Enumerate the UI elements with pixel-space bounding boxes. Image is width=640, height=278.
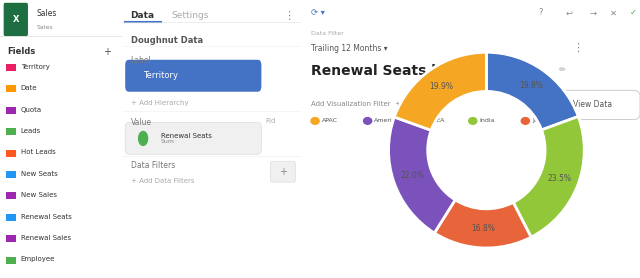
Text: Date: Date — [20, 85, 37, 91]
Text: ⟳ ▾: ⟳ ▾ — [311, 8, 325, 17]
Circle shape — [468, 118, 477, 124]
Text: Renewal Seats: Renewal Seats — [161, 133, 212, 139]
Text: Trailing 12 Months ▾: Trailing 12 Months ▾ — [311, 44, 388, 53]
Text: 16.8%: 16.8% — [471, 224, 495, 233]
Text: 23.5%: 23.5% — [547, 174, 572, 183]
Text: ↩: ↩ — [565, 8, 572, 17]
Text: Value: Value — [131, 118, 152, 127]
Wedge shape — [388, 117, 455, 233]
Text: Data: Data — [131, 11, 155, 20]
Text: Fld: Fld — [265, 118, 275, 124]
Text: Data Filters: Data Filters — [131, 161, 175, 170]
Text: New Seats: New Seats — [20, 171, 58, 177]
Text: Renewal Seats by Territory: Renewal Seats by Territory — [311, 64, 523, 78]
Text: 19.9%: 19.9% — [429, 81, 453, 91]
Text: Sum: Sum — [161, 139, 175, 144]
Text: Add Visualization Filter  +: Add Visualization Filter + — [311, 101, 401, 108]
Bar — [6, 64, 16, 71]
Text: Settings: Settings — [172, 11, 209, 20]
Text: ⋮: ⋮ — [283, 11, 294, 21]
Text: Japan: Japan — [532, 118, 550, 123]
FancyBboxPatch shape — [545, 90, 640, 120]
Bar — [6, 235, 16, 242]
Text: ?: ? — [538, 8, 543, 17]
Text: →: → — [589, 8, 596, 17]
FancyBboxPatch shape — [125, 122, 261, 154]
Text: Leads: Leads — [20, 128, 41, 134]
Circle shape — [311, 118, 319, 124]
Text: ✓: ✓ — [630, 8, 637, 17]
Text: Fields: Fields — [7, 47, 36, 56]
Bar — [6, 171, 16, 178]
Bar — [6, 192, 16, 199]
Text: New Sales: New Sales — [20, 192, 57, 198]
Text: Doughnut Data: Doughnut Data — [131, 36, 203, 45]
Text: ✏: ✏ — [559, 64, 566, 73]
Text: India: India — [479, 118, 495, 123]
Bar — [6, 85, 16, 92]
Text: + Add Hierarchy: + Add Hierarchy — [131, 100, 188, 106]
Wedge shape — [486, 52, 579, 130]
Wedge shape — [513, 116, 584, 237]
FancyBboxPatch shape — [125, 60, 261, 92]
FancyBboxPatch shape — [4, 3, 28, 36]
Text: +: + — [279, 167, 287, 177]
Text: Territory: Territory — [20, 64, 49, 70]
Circle shape — [139, 131, 148, 145]
Text: EMEA: EMEA — [427, 118, 444, 123]
Circle shape — [522, 118, 529, 124]
Text: +: + — [104, 47, 111, 57]
Text: Renewal Sales: Renewal Sales — [20, 235, 71, 241]
Text: + Add Data Filters: + Add Data Filters — [131, 178, 194, 184]
Text: Quota: Quota — [20, 106, 42, 113]
Bar — [6, 257, 16, 264]
Text: Hot Leads: Hot Leads — [20, 149, 56, 155]
Text: Sales: Sales — [36, 9, 57, 18]
Bar — [6, 150, 16, 157]
Circle shape — [416, 118, 424, 124]
Text: Territory: Territory — [143, 71, 178, 80]
Text: 19.8%: 19.8% — [519, 81, 543, 90]
Bar — [6, 128, 16, 135]
Text: Renewal Seats: Renewal Seats — [20, 214, 72, 220]
Text: Employee: Employee — [20, 256, 55, 262]
Text: View Data: View Data — [573, 100, 612, 109]
Text: ✕: ✕ — [609, 8, 616, 17]
Text: 22.0%: 22.0% — [401, 171, 424, 180]
Text: Sales: Sales — [36, 25, 53, 30]
Wedge shape — [394, 52, 486, 130]
Text: Data Filter: Data Filter — [311, 31, 344, 36]
FancyBboxPatch shape — [270, 161, 296, 182]
Text: Label: Label — [131, 56, 151, 64]
Bar — [6, 107, 16, 114]
Circle shape — [364, 118, 372, 124]
Text: Americas: Americas — [374, 118, 404, 123]
Text: APAC: APAC — [322, 118, 338, 123]
Bar — [6, 214, 16, 221]
Text: ⋮: ⋮ — [572, 43, 583, 53]
Wedge shape — [435, 200, 531, 248]
Text: X: X — [13, 15, 19, 24]
